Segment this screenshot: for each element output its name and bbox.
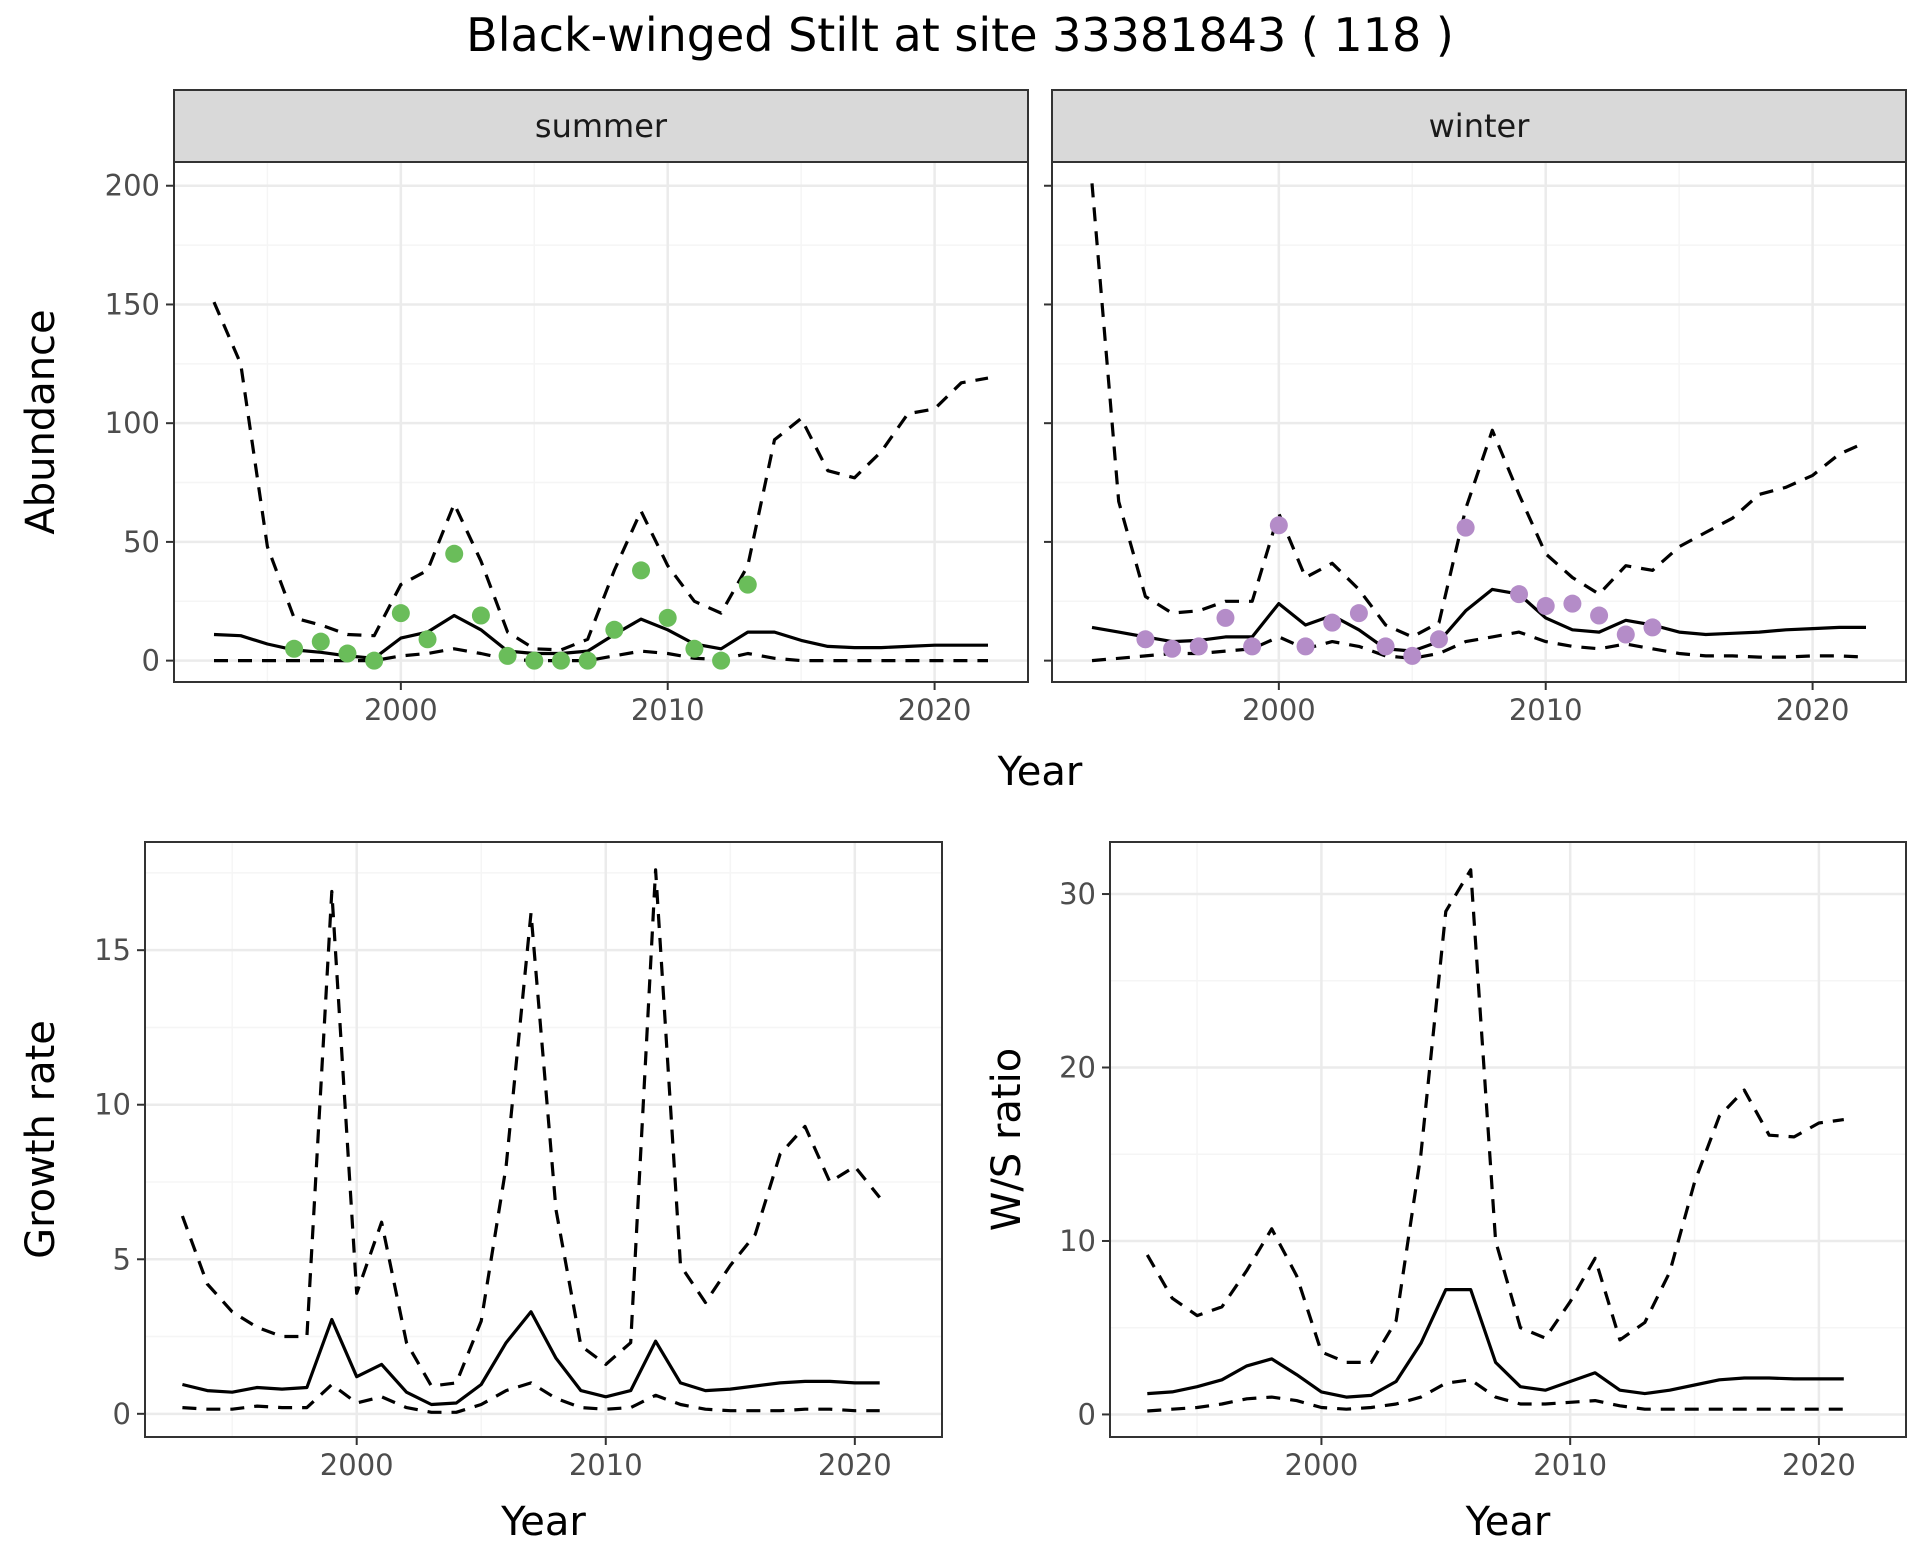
data-point [418, 630, 437, 649]
x-tick-label: 2020 [818, 1448, 892, 1482]
data-point [1216, 608, 1235, 627]
data-point [1376, 637, 1395, 656]
y-tick-label: 150 [105, 287, 160, 321]
panel-ws_ratio: 2000 2010 2020 0 10 20 30 W/S ratio Year [984, 841, 1907, 1545]
data-point [1616, 625, 1635, 644]
panel-border [1109, 841, 1907, 1438]
y-axis-title: Growth rate [18, 1020, 64, 1259]
data-point [471, 606, 490, 625]
y-tick-label: 15 [94, 933, 131, 967]
y-axis-title: W/S ratio [984, 1048, 1030, 1231]
data-point [365, 651, 384, 670]
y-tick-label: 0 [142, 644, 160, 678]
data-point [525, 651, 544, 670]
x-tick-label: 2010 [631, 693, 705, 727]
x-tick-label: 2000 [1242, 693, 1316, 727]
y-axis-title: Abundance [18, 309, 64, 534]
data-point [551, 651, 570, 670]
interval-line [182, 1381, 880, 1414]
data-point [1323, 613, 1342, 632]
data-point [285, 639, 304, 658]
x-tick-label: 2000 [320, 1448, 394, 1482]
data-point [391, 604, 410, 623]
data-point [1403, 646, 1422, 665]
y-tick-label: 30 [1059, 877, 1096, 911]
data-point [338, 644, 357, 663]
data-point [1269, 516, 1288, 535]
x-tick-label: 2010 [1509, 693, 1583, 727]
plot-background [1110, 842, 1906, 1437]
x-tick-label: 2010 [1533, 1448, 1607, 1482]
interval-line [212, 301, 989, 652]
y-tick-label: 10 [94, 1088, 131, 1122]
y-tick-label: 5 [113, 1242, 131, 1276]
x-axis-title: Year [500, 1499, 586, 1545]
x-tick-label: 2000 [1285, 1448, 1359, 1482]
data-point [445, 544, 464, 563]
x-tick-label: 2020 [1776, 693, 1850, 727]
data-point [1563, 594, 1582, 613]
data-point [311, 632, 330, 651]
data-point [578, 651, 597, 670]
y-tick-label: 50 [123, 525, 160, 559]
data-point [605, 620, 624, 639]
y-tick-label: 20 [1059, 1051, 1096, 1085]
data-point [685, 639, 704, 658]
y-tick-label: 200 [105, 169, 160, 203]
y-tick-label: 0 [1078, 1397, 1096, 1431]
data-point [712, 651, 731, 670]
data-point [658, 608, 677, 627]
data-point [1456, 518, 1475, 537]
strip [1051, 89, 1907, 163]
x-tick-label: 2000 [364, 693, 438, 727]
x-tick-label: 2020 [898, 693, 972, 727]
y-tick-label: 10 [1059, 1224, 1096, 1258]
data-point [1136, 630, 1155, 649]
data-point [498, 646, 517, 665]
data-point [1189, 637, 1208, 656]
interval-line [1091, 630, 1867, 663]
data-point [1243, 637, 1262, 656]
y-tick-label: 0 [113, 1397, 131, 1431]
x-tick-label: 2020 [1782, 1448, 1856, 1482]
interval-line [180, 868, 881, 1388]
panel-summer: summer 2000 2010 2020 0 50 100 150 200 Abundance Y… [18, 89, 1083, 795]
panel-winter: winter 2000 2010 2020 [1044, 89, 1907, 727]
strip-label: summer [535, 107, 668, 145]
data-point [632, 561, 651, 580]
estimate-line [1147, 1288, 1844, 1399]
x-axis-title: Year [997, 749, 1083, 795]
data-point [1163, 639, 1182, 658]
data-point [1590, 606, 1609, 625]
x-axis-title: Year [1465, 1499, 1551, 1545]
strip-label: winter [1429, 107, 1531, 145]
interval-line [1145, 868, 1845, 1364]
data-point [1643, 618, 1662, 637]
strip [173, 89, 1029, 163]
data-point [1349, 604, 1368, 623]
estimate-line [1091, 587, 1866, 653]
estimate-line [182, 1310, 880, 1407]
panel-growth: 2000 2010 2020 0 5 10 15 Growth rate Year [18, 841, 943, 1545]
y-tick-label: 100 [105, 406, 160, 440]
x-tick-label: 2010 [569, 1448, 643, 1482]
data-point [1510, 585, 1529, 604]
panel-border [144, 841, 943, 1438]
data-point [1296, 637, 1315, 656]
data-point [1429, 630, 1448, 649]
interval-line [1147, 1378, 1844, 1413]
chart-title: Black-winged Stilt at site 33381843 ( 11… [466, 8, 1454, 62]
data-point [738, 575, 757, 594]
plot-background [145, 842, 942, 1437]
data-point [1536, 597, 1555, 616]
